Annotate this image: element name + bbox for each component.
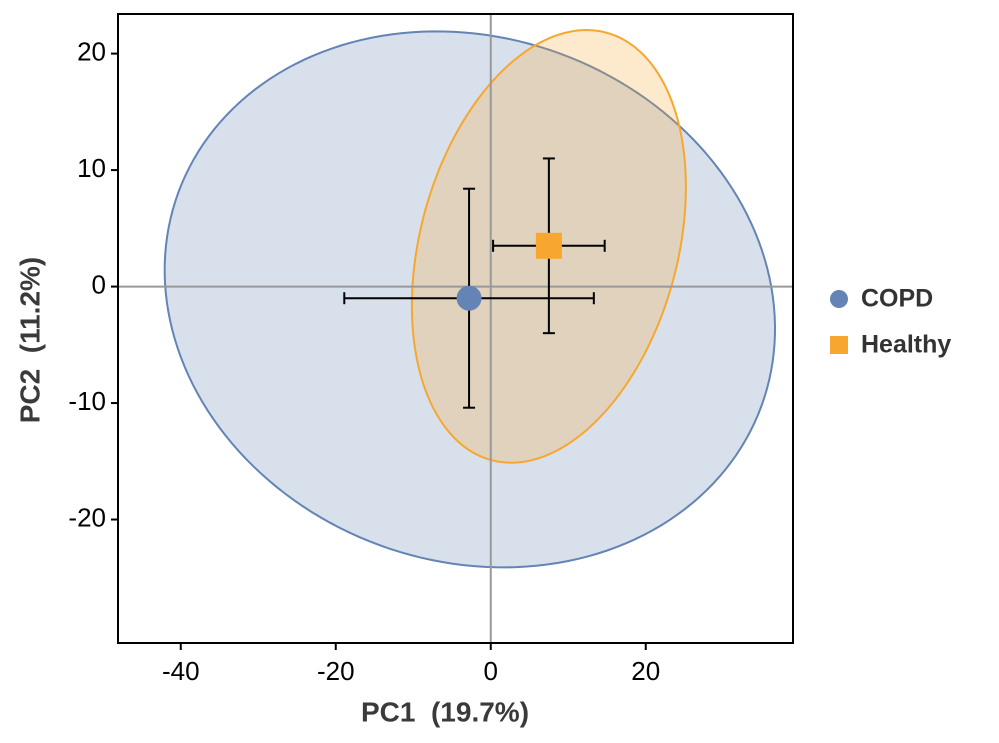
y-tick-label: 10 [77, 153, 106, 183]
x-tick-label: -40 [162, 656, 200, 686]
plot-frame [117, 13, 794, 644]
legend-marker [830, 336, 848, 354]
legend-marker [830, 290, 848, 308]
y-tick-label: -10 [68, 386, 106, 416]
x-axis-title: PC1 (19.7%) [361, 696, 529, 727]
y-tick-label: 20 [77, 36, 106, 66]
y-tick-label: -20 [68, 502, 106, 532]
x-tick-label: -20 [317, 656, 355, 686]
legend-label: Healthy [861, 331, 951, 359]
point [456, 285, 482, 311]
legend-label: COPD [861, 285, 933, 313]
y-tick-label: 0 [92, 269, 106, 299]
point [535, 232, 562, 259]
x-tick-label: 20 [631, 656, 660, 686]
y-axis-title: PC2 (11.2%) [14, 257, 45, 424]
x-tick-label: 0 [484, 656, 498, 686]
